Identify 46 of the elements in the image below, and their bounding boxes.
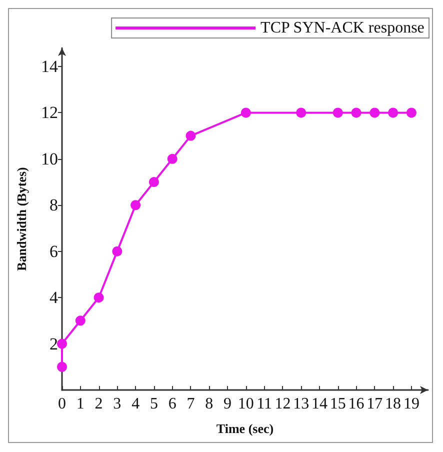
x-tick-label: 14 <box>311 396 328 412</box>
point <box>296 108 306 118</box>
x-tick-label: 10 <box>238 396 254 412</box>
x-axis-title: Time (sec) <box>216 421 274 436</box>
y-tick-label: 6 <box>50 242 58 261</box>
x-tick-label: 9 <box>224 396 232 412</box>
x-tick-label: 8 <box>205 396 214 412</box>
x-tick-label: 1 <box>76 396 84 412</box>
y-tick-label: 8 <box>50 196 58 215</box>
x-tick-label: 11 <box>256 396 272 412</box>
point <box>388 108 398 118</box>
x-tick-label: 17 <box>366 396 383 412</box>
y-tick-label: 2 <box>50 334 58 354</box>
y-axis-title: Bandwidth (Bytes) <box>14 167 29 271</box>
text: TCP SYN-ACK response <box>260 20 424 36</box>
x-tick-label: 13 <box>293 396 310 412</box>
point <box>240 108 251 118</box>
point <box>57 362 67 372</box>
x-tick-label: 2 <box>94 396 103 412</box>
point <box>57 338 67 349</box>
point <box>75 316 86 326</box>
x-tick-label: 15 <box>330 396 346 412</box>
x-tick-label: 3 <box>113 396 122 412</box>
point <box>406 108 416 118</box>
y-tick-label: 14 <box>41 56 58 76</box>
x-tick-label: 5 <box>150 396 158 412</box>
point <box>112 246 122 256</box>
point <box>167 154 178 164</box>
point <box>186 130 196 141</box>
point <box>130 200 141 210</box>
x-tick-label: 7 <box>186 396 195 412</box>
x-tick-label: 4 <box>132 396 140 412</box>
x-tick-label: 12 <box>274 396 291 412</box>
y-tick-label: 4 <box>50 288 58 308</box>
x-tick-label: 19 <box>403 396 420 412</box>
point <box>148 177 159 188</box>
point <box>370 108 380 118</box>
point <box>351 108 362 118</box>
point <box>94 292 104 303</box>
x-tick-label: 16 <box>348 396 364 412</box>
x-tick-label: 0 <box>58 396 66 412</box>
x-tick-label: 6 <box>168 396 176 412</box>
y-tick-label: 10 <box>41 149 58 168</box>
point <box>332 108 343 118</box>
y-tick-label: 12 <box>41 103 58 122</box>
x-tick-label: 18 <box>385 396 402 412</box>
